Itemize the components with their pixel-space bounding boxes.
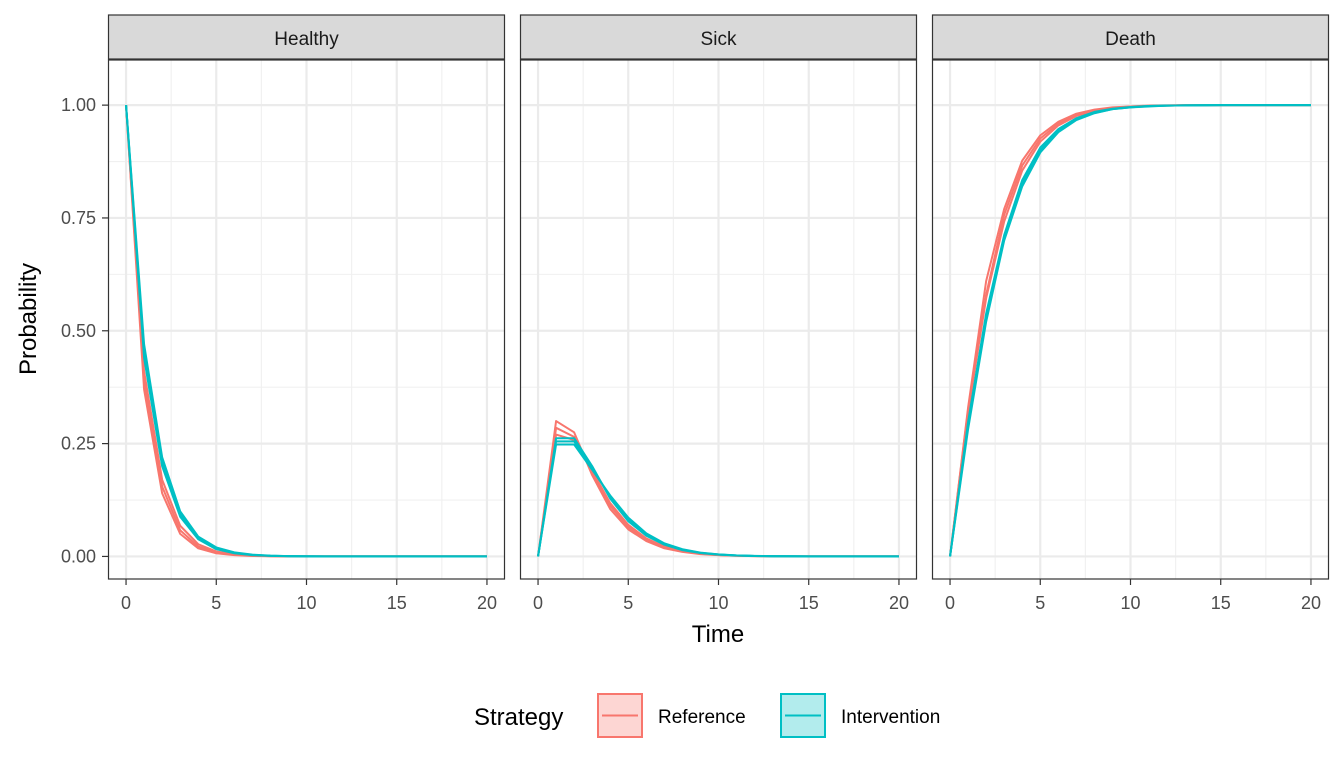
strip-label-sick: Sick [701, 29, 737, 50]
series-line-intervention-6 [125, 105, 487, 558]
x-tick-label: 0 [533, 593, 543, 613]
y-tick-label: 0.50 [61, 321, 96, 341]
panel-healthy: Healthy 0 5 10 15 20 [107, 14, 506, 613]
x-tick-label: 10 [1120, 593, 1140, 613]
x-axis-title: Time [692, 621, 744, 648]
panel-death: Death 0 5 10 15 20 [931, 14, 1330, 613]
chart-panels: Healthy 0 5 10 15 20 Sick 0 5 10 15 20 Death 0 5 10 15 20 [107, 14, 1330, 613]
y-tick-label: 0.25 [61, 434, 96, 454]
x-tick-label: 5 [623, 593, 633, 613]
x-tick-label: 5 [1035, 593, 1045, 613]
legend-label-intervention: Intervention [841, 707, 940, 728]
x-tick-label: 20 [477, 593, 497, 613]
x-tick-label: 5 [211, 593, 221, 613]
x-tick-label: 10 [296, 593, 316, 613]
panel-sick: Sick 0 5 10 15 20 [519, 14, 918, 613]
strip-death [931, 14, 1330, 60]
x-tick-label: 0 [945, 593, 955, 613]
y-tick-label: 0.75 [61, 208, 96, 228]
series-line-intervention-6 [537, 443, 899, 558]
x-tick-label: 15 [799, 593, 819, 613]
y-axis-title: Probability [15, 263, 42, 375]
x-tick-label: 10 [708, 593, 728, 613]
legend-label-reference: Reference [658, 707, 746, 728]
y-axis: 0.00 0.25 0.50 0.75 1.00 [61, 95, 108, 566]
strip-label-healthy: Healthy [274, 29, 339, 50]
x-tick-label: 0 [121, 593, 131, 613]
strip-label-death: Death [1105, 29, 1156, 50]
y-tick-label: 1.00 [61, 95, 96, 115]
series-line-intervention-6 [949, 104, 1311, 557]
legend-title: Strategy [474, 704, 563, 731]
strip-healthy [107, 14, 506, 60]
strip-sick [519, 14, 918, 60]
legend: Strategy Reference Intervention [474, 693, 940, 738]
y-tick-label: 0.00 [61, 546, 96, 566]
x-tick-label: 20 [1301, 593, 1321, 613]
x-tick-label: 15 [387, 593, 407, 613]
x-tick-label: 20 [889, 593, 909, 613]
x-tick-label: 15 [1211, 593, 1231, 613]
